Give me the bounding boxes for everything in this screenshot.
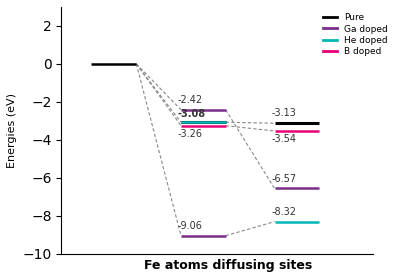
Text: -6.57: -6.57	[271, 174, 297, 184]
Text: -3.54: -3.54	[271, 134, 296, 144]
Text: -8.32: -8.32	[271, 207, 296, 217]
Text: -2.42: -2.42	[178, 95, 203, 105]
Y-axis label: Energies (eV): Energies (eV)	[7, 93, 17, 168]
Legend: Pure, Ga doped, He doped, B doped: Pure, Ga doped, He doped, B doped	[322, 11, 389, 58]
Text: -9.06: -9.06	[178, 221, 203, 231]
Text: -3.26: -3.26	[178, 129, 203, 138]
Text: -3.08: -3.08	[178, 109, 206, 119]
X-axis label: Fe atoms diffusing sites: Fe atoms diffusing sites	[144, 259, 312, 272]
Text: -3.13: -3.13	[271, 109, 296, 119]
